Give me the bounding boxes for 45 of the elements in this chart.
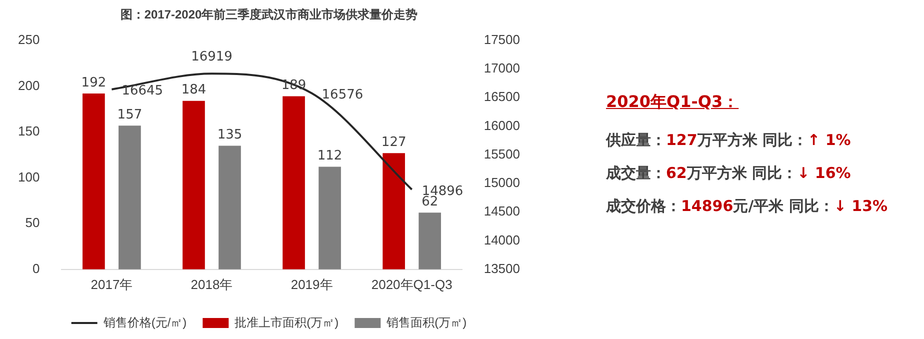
y-tick-label: 50: [25, 215, 40, 230]
bar: [318, 166, 341, 270]
y2-tick-label: 15000: [484, 175, 520, 190]
y2-tick-label: 17500: [484, 32, 520, 47]
text: 成交价格：14896元/平米 同比：↓ 13%: [606, 197, 888, 215]
y2-tick-label: 16000: [484, 118, 520, 133]
data-label: 127: [381, 134, 406, 150]
data-label: 184: [181, 82, 206, 98]
y2-tick-label: 16500: [484, 89, 520, 104]
chart-title: 图：2017-2020年前三季度武汉市商业市场供求量价走势: [120, 8, 418, 22]
data-label: 16919: [191, 50, 232, 65]
bar: [382, 153, 405, 270]
x-tick-label: 2019年: [290, 276, 333, 292]
bar: [418, 212, 441, 270]
y-tick-label: 250: [18, 32, 40, 47]
legend-label: 销售面积(万㎡): [386, 315, 467, 330]
bar: [282, 96, 305, 270]
x-tick-label: 2018年: [190, 276, 233, 292]
y2-tick-label: 14500: [484, 204, 520, 219]
y2-tick-label: 17000: [484, 60, 520, 76]
y2-tick-label: 13500: [484, 260, 520, 276]
data-label: 16576: [322, 88, 364, 103]
y2-tick-label: 15500: [484, 146, 520, 162]
y-tick-label: 100: [18, 169, 40, 184]
data-label: 192: [81, 75, 106, 90]
line-series: [110, 72, 413, 190]
text: 供应量：127万平方米 同比：↑ 1%: [606, 131, 851, 149]
y-tick-label: 200: [18, 78, 40, 93]
data-label: 157: [117, 107, 142, 122]
bar: [182, 100, 205, 270]
data-label: 112: [317, 148, 342, 164]
data-label: 16645: [122, 84, 164, 99]
text: 成交量：62万平方米 同比：↓ 16%: [606, 164, 851, 182]
bar: [82, 94, 105, 270]
y-tick-label: 150: [18, 124, 40, 139]
bar: [218, 146, 241, 270]
text: 2020年Q1-Q3：: [606, 92, 740, 113]
y2-tick-label: 14000: [484, 232, 520, 248]
legend-label: 销售价格(元/㎡): [102, 315, 187, 330]
bar: [118, 126, 141, 270]
x-tick-label: 2020年Q1-Q3: [371, 276, 452, 292]
data-label: 135: [217, 128, 242, 143]
legend-label: 批准上市面积(万㎡): [234, 315, 339, 330]
x-tick-label: 2017年: [90, 276, 133, 292]
y-tick-label: 0: [32, 260, 40, 276]
